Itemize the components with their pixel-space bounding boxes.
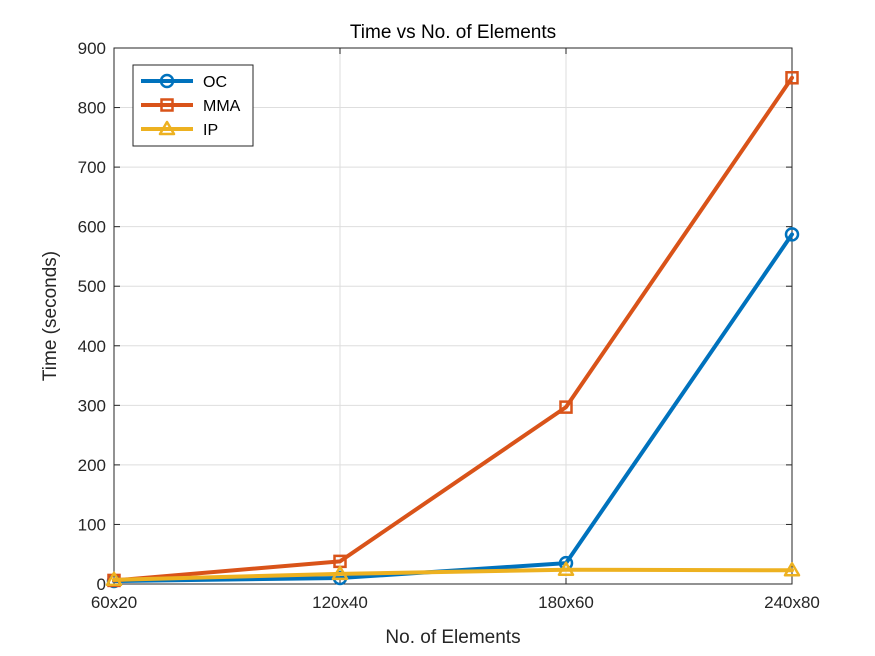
y-tick-label: 600 [78, 218, 106, 237]
y-tick-label: 400 [78, 337, 106, 356]
data-point-ip [105, 571, 123, 587]
x-tick-label: 240x80 [764, 593, 820, 612]
x-tick-label: 180x60 [538, 593, 594, 612]
x-tick-label: 60x20 [91, 593, 137, 612]
legend-marker-oc [159, 73, 175, 89]
y-tick-label: 500 [78, 277, 106, 296]
legend: OC MMA IP [132, 64, 254, 147]
legend-label-oc: OC [203, 74, 227, 91]
data-point-ip [557, 561, 575, 576]
data-point-ip [331, 565, 349, 581]
ticks: 0 100 200 300 400 500 600 700 800 900 60x20 120x40 1… [78, 39, 820, 612]
legend-label-ip: IP [203, 122, 218, 139]
y-tick-label: 800 [78, 99, 106, 118]
data-point-ip [783, 562, 801, 577]
chart-title: Time vs No. of Elements [350, 22, 556, 43]
data-point-mma [785, 71, 799, 85]
series-line-mma [112, 75, 794, 583]
series-group [105, 71, 801, 589]
legend-item-ip: IP [141, 120, 218, 139]
data-point-mma [559, 400, 573, 414]
legend-item-oc: OC [141, 73, 227, 91]
y-tick-label: 700 [78, 158, 106, 177]
legend-marker-ip [158, 120, 176, 136]
series-line-ip [112, 567, 794, 582]
legend-marker-mma [160, 98, 174, 112]
y-axis-label: Time (seconds) [40, 251, 61, 381]
legend-item-mma: MMA [141, 98, 241, 115]
y-tick-label: 0 [97, 575, 106, 594]
series-ip [105, 561, 801, 587]
y-tick-label: 300 [78, 396, 106, 415]
legend-label-mma: MMA [203, 98, 241, 115]
x-axis-label: No. of Elements [385, 627, 520, 648]
y-tick-label: 900 [78, 39, 106, 58]
data-point-oc [784, 227, 800, 242]
axes-box [113, 47, 793, 585]
x-tick-label: 120x40 [312, 593, 368, 612]
y-tick-label: 100 [78, 515, 106, 534]
y-tick-label: 200 [78, 456, 106, 475]
